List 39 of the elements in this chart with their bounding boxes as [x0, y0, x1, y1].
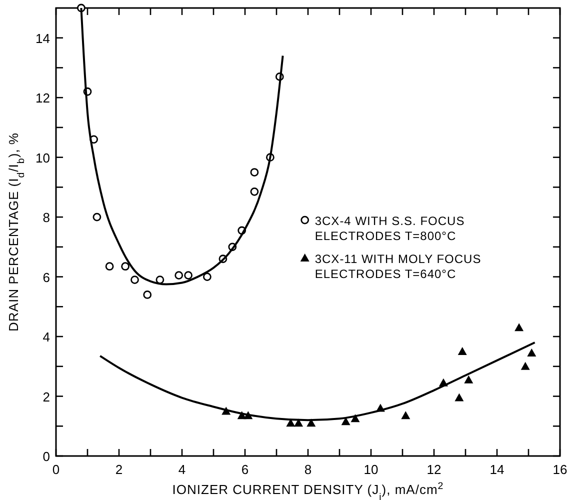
- x-tick-label: 2: [115, 462, 123, 477]
- y-tick-label: 10: [36, 150, 50, 166]
- point: [250, 187, 259, 196]
- y-tick-label: 2: [42, 389, 50, 404]
- point: [250, 168, 259, 176]
- x-tick-label: 0: [52, 462, 60, 477]
- x-tick-label: 6: [241, 462, 249, 477]
- point: [143, 290, 152, 299]
- x-tick-label: 4: [178, 462, 186, 477]
- point: [184, 271, 192, 280]
- point: [130, 276, 139, 284]
- x-axis-title: IONIZER CURRENT DENSITY (J$_{i}$), mA/cm$^{2}$: [172, 480, 444, 500]
- y-tick-label: 12: [36, 90, 50, 106]
- y-tick-label: 0: [42, 449, 50, 464]
- point: [203, 272, 212, 281]
- legend-label: 3CX-4 WITH S.S. FOCUS ELECTRODES T=800°C: [314, 214, 465, 244]
- x-tick-label: 14: [490, 462, 504, 477]
- x-tick-label: 16: [552, 462, 568, 477]
- legend-label: 3CX-11 WITH MOLY FOCUS ELECTRODES T=640°C: [314, 252, 482, 282]
- y-tick-label: 4: [42, 330, 50, 345]
- y-tick-label: 14: [36, 30, 50, 46]
- point: [174, 271, 184, 280]
- point: [464, 375, 474, 384]
- point: [520, 362, 530, 370]
- point: [92, 212, 102, 222]
- x-tick-label: 10: [364, 462, 378, 477]
- y-tick-label: 6: [42, 270, 50, 285]
- x-tick-label: 8: [304, 462, 312, 477]
- point: [514, 323, 524, 332]
- point: [527, 348, 536, 356]
- point: [458, 346, 467, 355]
- point: [286, 418, 296, 427]
- x-tick-label: 12: [426, 462, 442, 477]
- point: [454, 393, 464, 402]
- point: [105, 262, 114, 271]
- point: [401, 411, 410, 420]
- point: [121, 262, 130, 271]
- point: [156, 276, 164, 284]
- y-tick-label: 8: [42, 210, 50, 226]
